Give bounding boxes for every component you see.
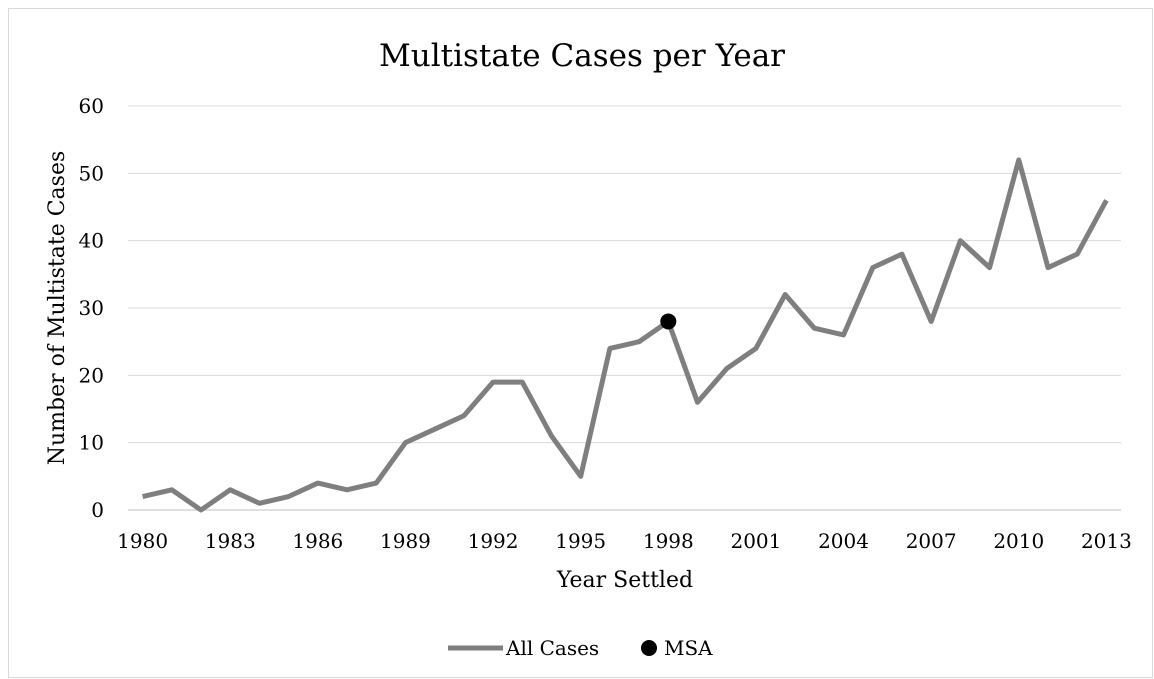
x-tick-label: 1995 [555, 529, 606, 553]
x-tick-label: 2010 [993, 529, 1044, 553]
y-tick-label: 50 [79, 161, 104, 185]
x-tick-label: 2004 [818, 529, 869, 553]
x-tick-labels: 1980 1983 1986 1989 1992 1995 1998 2001 2004 2007… [117, 529, 1132, 553]
series-marks [142, 157, 1109, 513]
x-axis-label: Year Settled [556, 568, 693, 593]
y-axis-label: Number of Multistate Cases [45, 151, 70, 466]
series-line-all-cases [142, 157, 1109, 513]
legend-msa-label: MSA [664, 636, 713, 660]
chart-frame [8, 8, 1153, 678]
x-tick-label: 2007 [906, 529, 957, 553]
grid-lines [128, 105, 1121, 511]
y-tick-labels: 0 10 20 30 40 50 60 [79, 94, 104, 522]
x-tick-label: 1986 [292, 529, 343, 553]
y-tick-label: 0 [91, 498, 104, 522]
x-tick-label: 2001 [730, 529, 781, 553]
chart-title: Multistate Cases per Year [379, 38, 785, 74]
x-tick-label: 2013 [1081, 529, 1132, 553]
y-tick-label: 40 [79, 229, 104, 253]
x-tick-label: 1980 [117, 529, 168, 553]
x-tick-label: 1983 [205, 529, 256, 553]
x-tick-label: 1989 [380, 529, 431, 553]
y-tick-label: 60 [79, 94, 104, 118]
legend: All Cases MSA [448, 636, 713, 660]
legend-all-cases-label: All Cases [505, 636, 599, 660]
y-tick-label: 20 [79, 363, 104, 387]
legend-msa-swatch [641, 640, 657, 656]
y-tick-label: 10 [79, 431, 104, 455]
y-tick-label: 30 [79, 296, 104, 320]
x-tick-label: 1998 [643, 529, 694, 553]
x-tick-label: 1992 [468, 529, 519, 553]
msa-point [660, 313, 677, 330]
